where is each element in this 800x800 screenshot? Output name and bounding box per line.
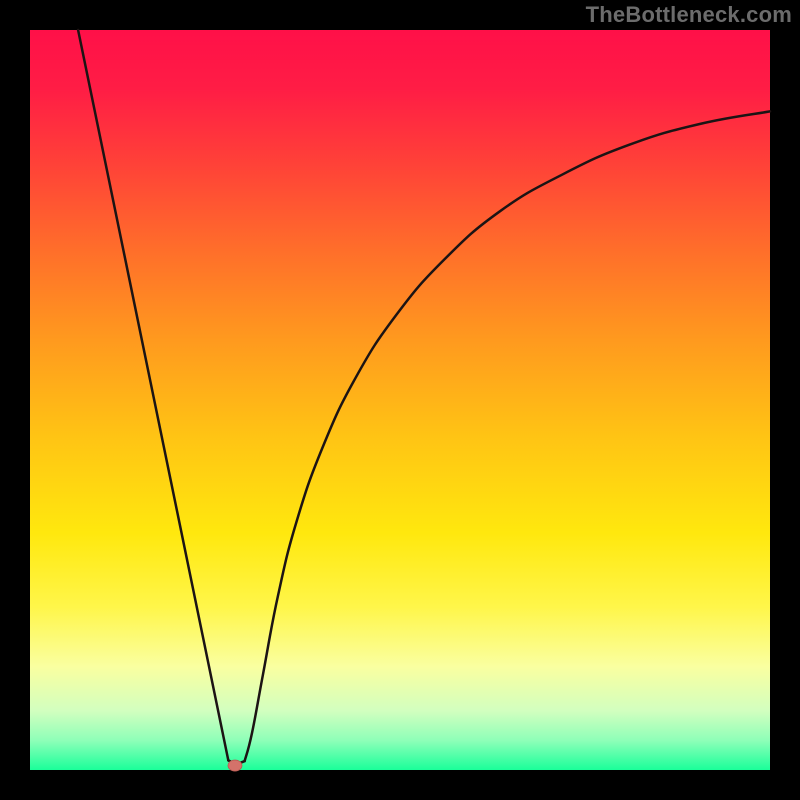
watermark-text: TheBottleneck.com	[586, 2, 792, 28]
chart-frame: TheBottleneck.com	[0, 0, 800, 800]
chart-svg	[30, 30, 770, 770]
optimal-point-marker	[228, 760, 242, 771]
plot-background	[30, 30, 770, 770]
plot-area	[30, 30, 770, 770]
